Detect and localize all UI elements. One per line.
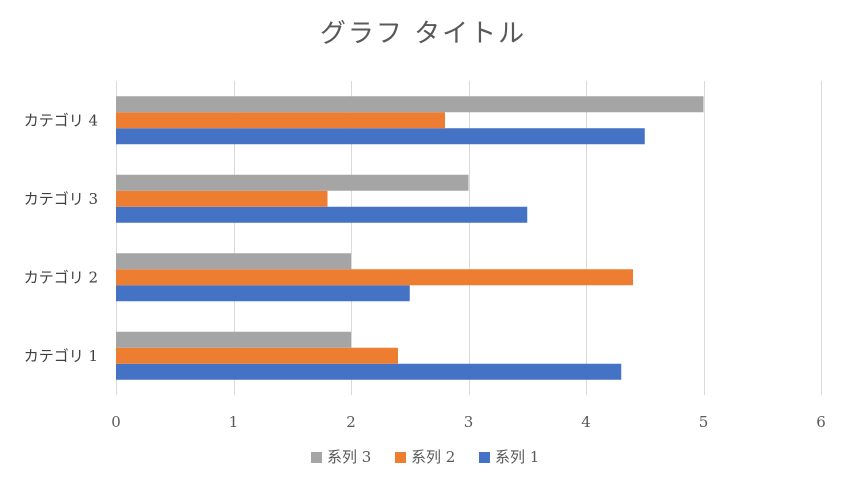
legend-swatch: [311, 452, 322, 463]
bar: [116, 269, 633, 286]
x-tick-label: 3: [464, 413, 474, 431]
bar: [116, 347, 398, 364]
x-tick-label: 4: [581, 413, 591, 431]
x-tick-label: 2: [346, 413, 356, 431]
category-label: カテゴリ 4: [24, 111, 98, 129]
legend-label: 系列 3: [327, 448, 371, 466]
bars: [116, 96, 704, 380]
category-label: カテゴリ 3: [24, 190, 98, 208]
bar: [116, 174, 469, 191]
x-tick-label: 1: [229, 413, 239, 431]
bar: [116, 363, 622, 380]
bar: [116, 190, 328, 207]
legend: 系列 3 系列 2 系列 1: [311, 448, 539, 466]
bar: [116, 96, 704, 113]
bar: [116, 253, 351, 270]
category-label: カテゴリ 2: [24, 268, 98, 286]
legend-label: 系列 2: [411, 448, 455, 466]
bar: [116, 128, 645, 145]
bar: [116, 285, 410, 302]
chart-title: グラフ タイトル: [320, 19, 526, 49]
category-labels: カテゴリ 1 カテゴリ 2 カテゴリ 3 カテゴリ 4: [24, 111, 98, 365]
bar: [116, 331, 351, 348]
bar: [116, 112, 445, 129]
x-tick-label: 5: [699, 413, 709, 431]
category-label: カテゴリ 1: [24, 347, 98, 365]
legend-swatch: [479, 452, 490, 463]
legend-label: 系列 1: [495, 448, 539, 466]
x-tick-label: 0: [111, 413, 121, 431]
bar: [116, 206, 528, 223]
x-tick-label: 6: [816, 413, 826, 431]
x-tick-labels: 0 1 2 3 4 5 6: [111, 413, 826, 431]
legend-swatch: [395, 452, 406, 463]
